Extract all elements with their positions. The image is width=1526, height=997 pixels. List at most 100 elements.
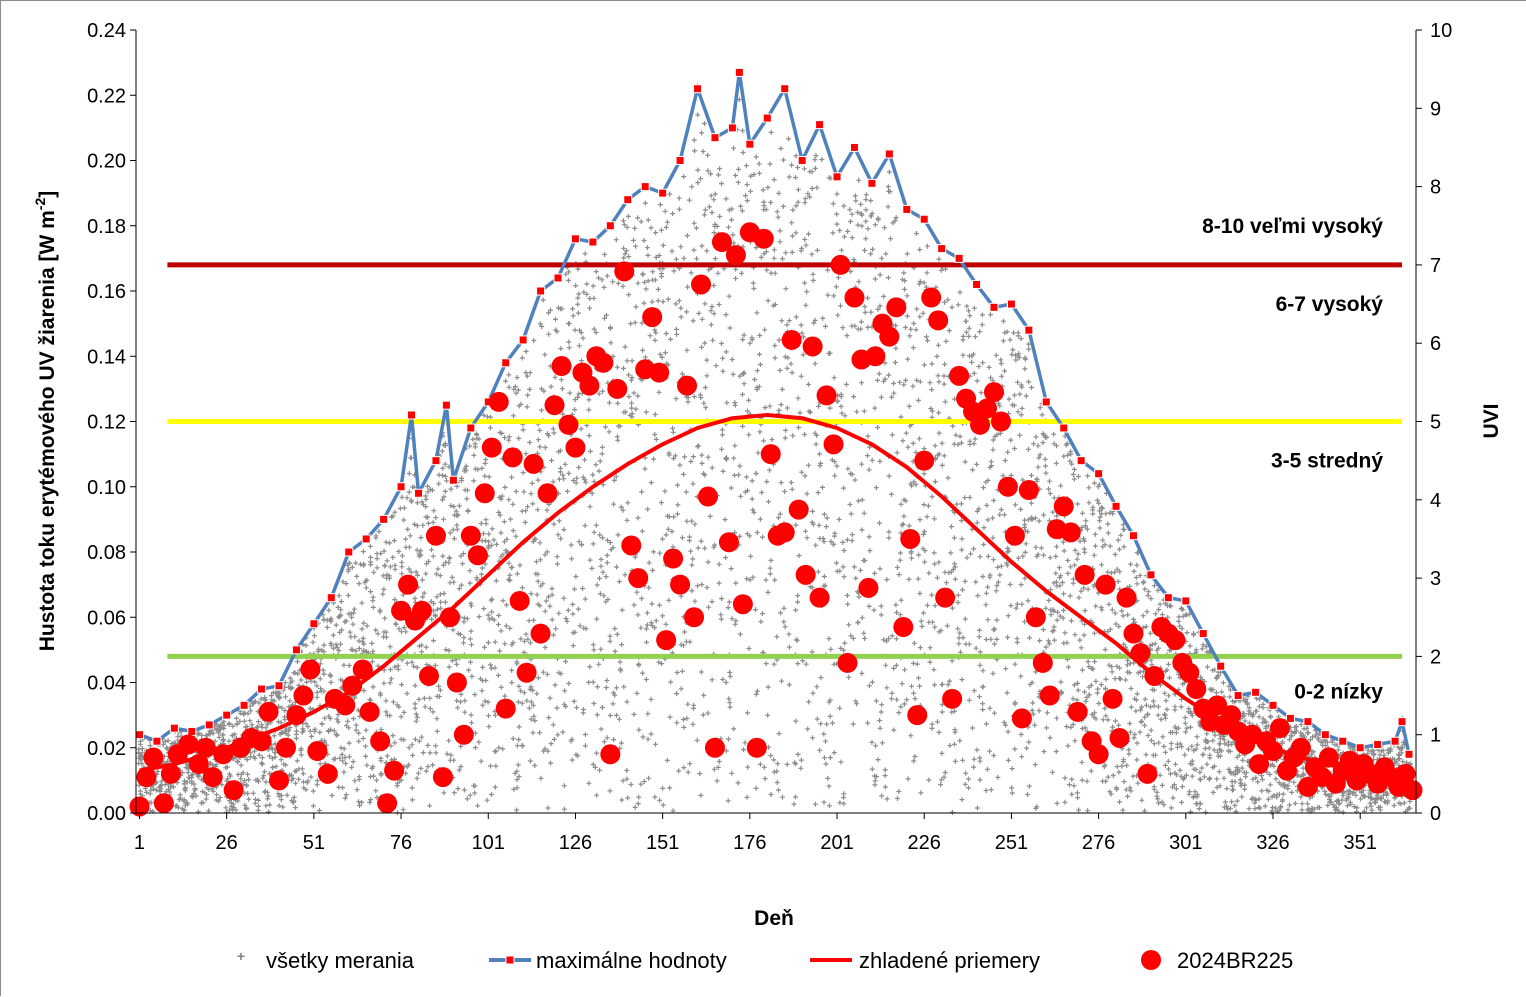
x-tick-label: 301 [1169, 832, 1202, 854]
br225-point [600, 744, 621, 765]
max-value-marker [954, 253, 964, 263]
br225-point [816, 385, 837, 406]
br225-point [370, 731, 391, 752]
y-tick-label: 0.10 [87, 477, 126, 499]
y2-tick-label: 2 [1430, 646, 1441, 668]
max-value-marker [1198, 629, 1208, 639]
y2-tick-label: 5 [1430, 412, 1441, 434]
br225-point [663, 548, 684, 569]
br225-point [342, 675, 363, 696]
br225-point [928, 310, 949, 331]
max-value-marker [518, 335, 528, 345]
max-value-marker [466, 423, 476, 433]
br225-point [935, 587, 956, 608]
max-value-marker [1024, 325, 1034, 335]
br225-point [628, 568, 649, 589]
br225-point [317, 763, 338, 784]
br225-point [1165, 630, 1186, 651]
br225-point [425, 525, 446, 546]
br225-point [195, 737, 216, 758]
y2-tick-label: 6 [1430, 333, 1441, 355]
x-tick-label: 251 [995, 832, 1028, 854]
legend-item-br225: 2024BR225 [1141, 948, 1293, 973]
y2-tick-label: 0 [1430, 803, 1441, 825]
x-tick-label: 26 [216, 832, 238, 854]
br225-point [1032, 652, 1053, 673]
max-value-marker [1216, 661, 1226, 671]
br225-point [153, 793, 174, 814]
cross-icon: + [237, 948, 245, 964]
max-value-marker [1404, 749, 1414, 759]
dot-swatch [1141, 950, 1161, 970]
max-value-marker [553, 273, 563, 283]
br225-point [481, 437, 502, 458]
br225-point [823, 434, 844, 455]
max-value-marker [1059, 423, 1069, 433]
max-value-marker [727, 123, 737, 133]
br225-point [1402, 780, 1423, 801]
max-value-marker [1076, 456, 1086, 466]
max-value-marker [1251, 687, 1261, 697]
max-value-marker [849, 142, 859, 152]
br225-point [607, 378, 628, 399]
max-value-marker [675, 156, 685, 165]
max-value-marker [344, 547, 354, 557]
br225-point [1395, 763, 1416, 784]
br225-point [858, 577, 879, 598]
br225-point [143, 747, 164, 768]
br225-point [391, 600, 412, 621]
max-value-marker [169, 723, 179, 733]
max-value-marker [972, 279, 982, 289]
max-value-marker [1397, 717, 1407, 727]
max-value-marker [1094, 469, 1104, 479]
y-axis-title: Hustota toku erytémového UV žiarenia [W … [32, 191, 59, 652]
br225-point [900, 528, 921, 549]
y-tick-label: 0.04 [87, 673, 126, 695]
br225-point [697, 486, 718, 507]
br225-point [178, 734, 199, 755]
max-value-marker [570, 234, 580, 244]
br225-point [579, 375, 600, 396]
br225-point [335, 695, 356, 716]
br225-point [879, 326, 900, 347]
br225-point [1116, 587, 1137, 608]
max-value-marker [441, 400, 451, 410]
br225-point [488, 391, 509, 412]
x-tick-label: 1 [134, 832, 145, 854]
br225-point [188, 754, 209, 775]
y-tick-label: 0.06 [87, 607, 126, 629]
br225-point [830, 254, 851, 275]
br225-point [544, 395, 565, 416]
y2-tick-label: 3 [1430, 568, 1441, 590]
br225-point [202, 767, 223, 788]
br225-point [691, 274, 712, 295]
uvi-level-lines [167, 262, 1403, 659]
br225-point [732, 594, 753, 615]
br225-point [160, 763, 181, 784]
zone-label: 3-5 stredný [1271, 450, 1383, 473]
max-value-marker [605, 221, 615, 231]
x-axis-title: Deň [754, 907, 794, 930]
max-value-marker [1181, 596, 1191, 606]
max-value-marker [745, 139, 755, 149]
br225-point [809, 587, 830, 608]
zone-label: 0-2 nízky [1294, 681, 1383, 704]
br225-point [223, 780, 244, 801]
br225-point [275, 737, 296, 758]
max-value-marker [1303, 717, 1313, 727]
br225-point [537, 483, 558, 504]
x-tick-label: 126 [559, 832, 592, 854]
br225-point [1269, 718, 1290, 739]
zone-label: 8-10 veľmi vysoký [1202, 215, 1383, 238]
max-value-marker [902, 204, 912, 214]
br225-point [1144, 665, 1165, 686]
br225-layer [129, 222, 1423, 817]
br225-point [893, 617, 914, 638]
br225-point [565, 437, 586, 458]
br225-point [1123, 623, 1144, 644]
max-value-marker [187, 726, 197, 736]
max-value-marker [239, 700, 249, 710]
max-value-marker [1373, 739, 1383, 749]
max-values-layer [134, 67, 1414, 759]
br225-point [711, 232, 732, 253]
